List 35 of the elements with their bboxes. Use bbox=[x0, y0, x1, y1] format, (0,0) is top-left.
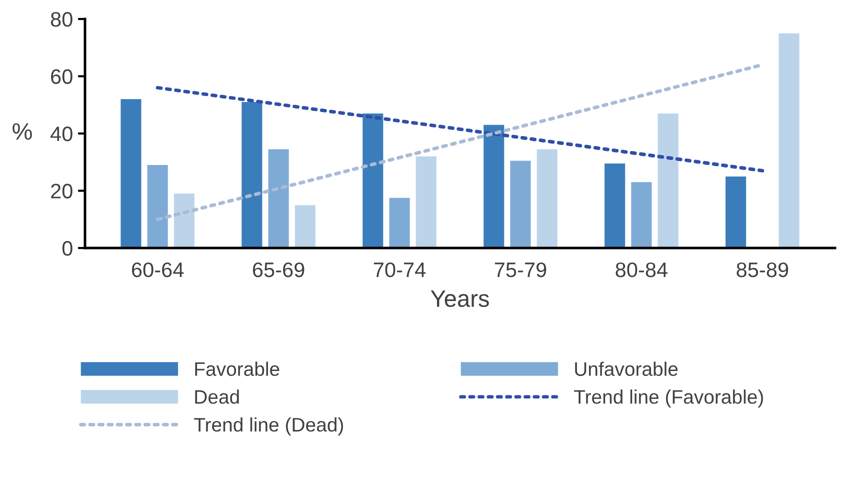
legend-label: Unfavorable bbox=[575, 362, 678, 376]
legend-label: Dead bbox=[195, 390, 239, 404]
legend-label: Trend line (Dead) bbox=[194, 417, 343, 436]
bar bbox=[147, 164, 168, 248]
bar bbox=[726, 176, 746, 248]
bar bbox=[604, 164, 626, 248]
bar bbox=[294, 205, 316, 248]
bar bbox=[658, 113, 678, 248]
bar bbox=[174, 194, 194, 248]
bar bbox=[268, 149, 289, 248]
x-tick-label: 85-89 bbox=[736, 262, 788, 278]
x-tick-label: 65-69 bbox=[252, 262, 304, 278]
legend-label: Trend line (Favorable) bbox=[574, 390, 763, 408]
bar bbox=[389, 198, 410, 248]
bar bbox=[484, 124, 504, 248]
bar bbox=[778, 33, 800, 248]
bar bbox=[120, 99, 142, 248]
bar bbox=[536, 149, 558, 248]
legend-label: Favorable bbox=[195, 362, 280, 376]
y-axis-title: % bbox=[12, 123, 32, 140]
x-tick-label: 80-84 bbox=[616, 262, 668, 278]
x-axis-title: Years bbox=[430, 290, 489, 307]
x-tick-label: 60-64 bbox=[132, 262, 184, 278]
bar bbox=[631, 182, 652, 248]
y-tick-label: 0 bbox=[62, 241, 72, 256]
bar bbox=[510, 160, 531, 248]
bar bbox=[362, 113, 384, 248]
bar bbox=[416, 156, 436, 248]
bar bbox=[242, 102, 262, 248]
y-tick-label: 40 bbox=[50, 126, 72, 142]
x-tick-label: 75-79 bbox=[494, 262, 546, 278]
x-tick-label: 70-74 bbox=[374, 262, 426, 278]
y-tick-label: 80 bbox=[50, 12, 72, 27]
y-tick-label: 20 bbox=[51, 184, 72, 199]
y-tick-label: 60 bbox=[51, 69, 72, 84]
